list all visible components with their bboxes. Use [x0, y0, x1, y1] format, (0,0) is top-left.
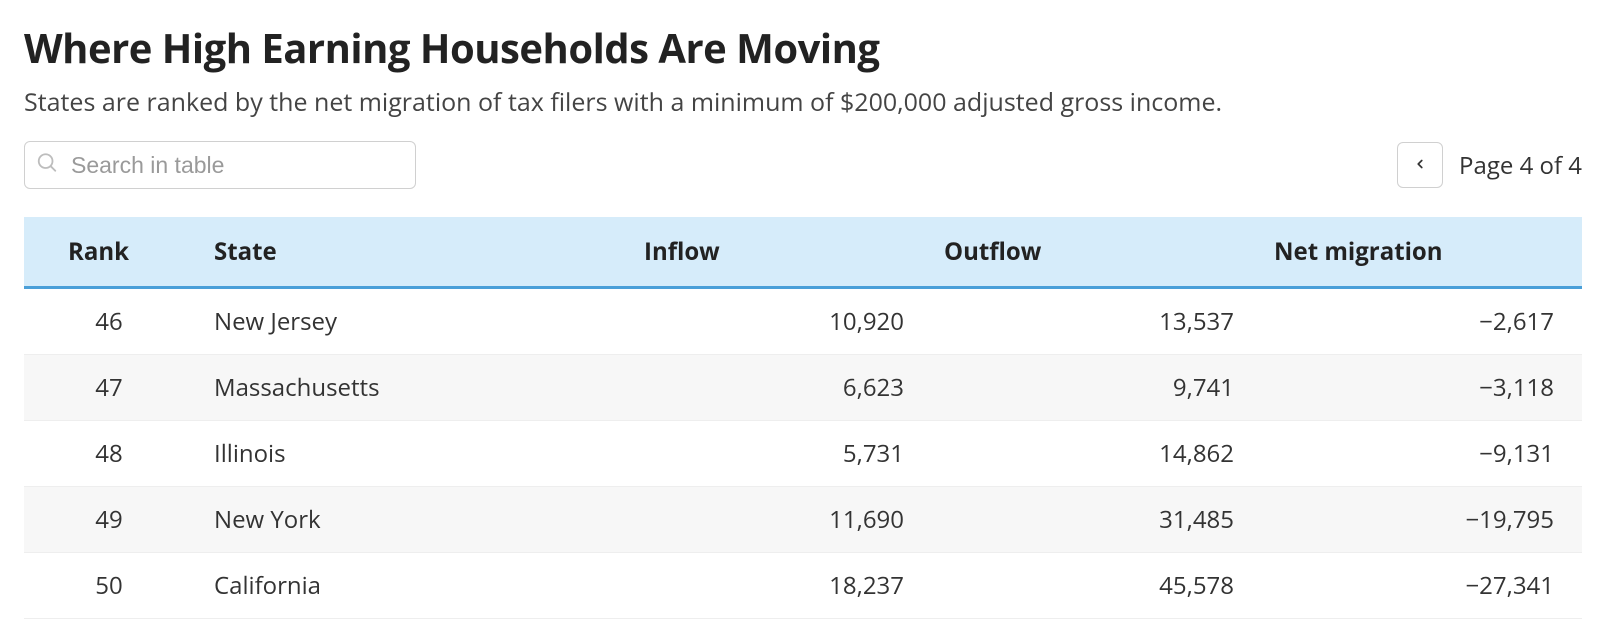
cell-rank: 47 — [24, 355, 194, 421]
search-wrap — [24, 141, 416, 189]
cell-rank: 50 — [24, 553, 194, 619]
table-row: 46 New Jersey 10,920 13,537 −2,617 — [24, 288, 1582, 355]
migration-table: Rank State Inflow Outflow Net migration … — [24, 217, 1582, 619]
table-row: 50 California 18,237 45,578 −27,341 — [24, 553, 1582, 619]
cell-state: New Jersey — [194, 288, 624, 355]
cell-net: −27,341 — [1254, 553, 1582, 619]
prev-page-button[interactable] — [1397, 142, 1443, 188]
cell-state: Illinois — [194, 421, 624, 487]
cell-outflow: 13,537 — [924, 288, 1254, 355]
cell-outflow: 14,862 — [924, 421, 1254, 487]
cell-net: −3,118 — [1254, 355, 1582, 421]
cell-rank: 46 — [24, 288, 194, 355]
page-subtitle: States are ranked by the net migration o… — [24, 85, 1582, 119]
cell-inflow: 11,690 — [624, 487, 924, 553]
table-row: 47 Massachusetts 6,623 9,741 −3,118 — [24, 355, 1582, 421]
pager: Page 4 of 4 — [1397, 142, 1582, 188]
cell-rank: 48 — [24, 421, 194, 487]
col-header-outflow[interactable]: Outflow — [924, 217, 1254, 288]
table-header-row: Rank State Inflow Outflow Net migration — [24, 217, 1582, 288]
cell-outflow: 31,485 — [924, 487, 1254, 553]
table-row: 49 New York 11,690 31,485 −19,795 — [24, 487, 1582, 553]
col-header-rank[interactable]: Rank — [24, 217, 194, 288]
cell-state: Massachusetts — [194, 355, 624, 421]
page-indicator: Page 4 of 4 — [1459, 149, 1582, 182]
table-row: 48 Illinois 5,731 14,862 −9,131 — [24, 421, 1582, 487]
col-header-net[interactable]: Net migration — [1254, 217, 1582, 288]
col-header-inflow[interactable]: Inflow — [624, 217, 924, 288]
cell-net: −2,617 — [1254, 288, 1582, 355]
cell-outflow: 9,741 — [924, 355, 1254, 421]
cell-inflow: 18,237 — [624, 553, 924, 619]
chevron-left-icon — [1413, 155, 1427, 176]
cell-outflow: 45,578 — [924, 553, 1254, 619]
cell-state: New York — [194, 487, 624, 553]
cell-rank: 49 — [24, 487, 194, 553]
cell-inflow: 5,731 — [624, 421, 924, 487]
cell-inflow: 10,920 — [624, 288, 924, 355]
cell-inflow: 6,623 — [624, 355, 924, 421]
cell-net: −19,795 — [1254, 487, 1582, 553]
controls-row: Page 4 of 4 — [24, 141, 1582, 189]
cell-net: −9,131 — [1254, 421, 1582, 487]
page-title: Where High Earning Households Are Moving — [24, 20, 1582, 75]
search-input[interactable] — [24, 141, 416, 189]
col-header-state[interactable]: State — [194, 217, 624, 288]
cell-state: California — [194, 553, 624, 619]
